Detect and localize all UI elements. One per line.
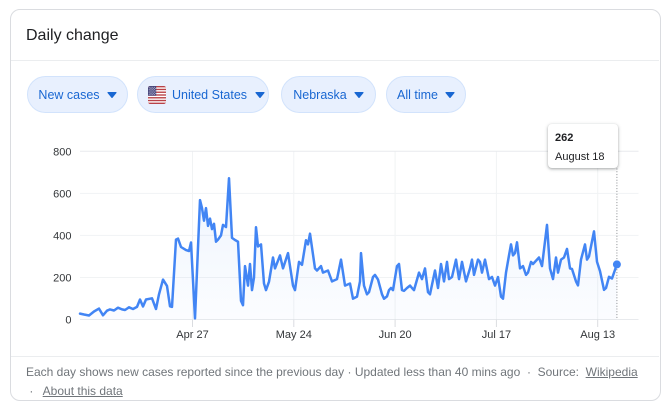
svg-text:Apr 27: Apr 27	[176, 329, 208, 341]
svg-text:Aug 13: Aug 13	[580, 329, 615, 341]
svg-text:400: 400	[53, 230, 71, 242]
svg-text:200: 200	[53, 273, 71, 285]
svg-text:600: 600	[53, 188, 71, 200]
svg-text:Jun 20: Jun 20	[379, 329, 412, 341]
svg-text:0: 0	[65, 315, 71, 327]
svg-text:Jul 17: Jul 17	[482, 329, 511, 341]
svg-text:800: 800	[53, 146, 71, 158]
svg-text:May 24: May 24	[276, 329, 312, 341]
